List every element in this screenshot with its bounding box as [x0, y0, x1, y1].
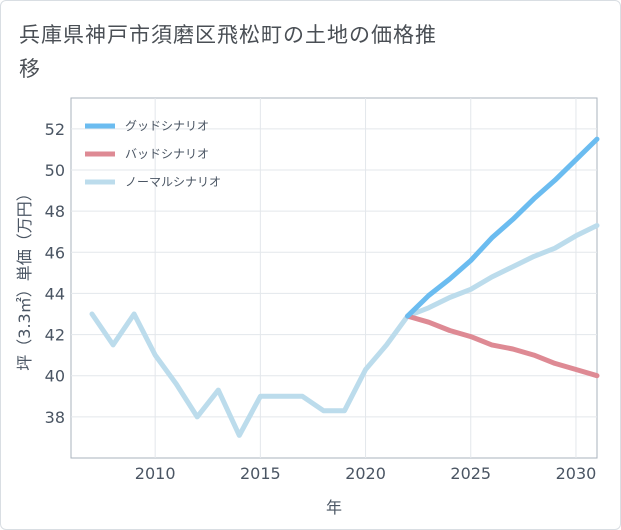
- y-tick-label: 38: [45, 408, 65, 427]
- y-tick-label: 42: [45, 326, 65, 345]
- x-tick-label: 2025: [450, 464, 491, 483]
- x-tick-label: 2010: [135, 464, 176, 483]
- y-tick-label: 48: [45, 202, 65, 221]
- y-axis-label: 坪（3.3㎡）単価（万円）: [15, 185, 34, 370]
- y-tick-label: 44: [45, 284, 65, 303]
- series-line-2: [89, 223, 600, 438]
- y-tick-label: 50: [45, 161, 65, 180]
- series-lines: [89, 136, 600, 438]
- y-tick-label: 52: [45, 120, 65, 139]
- series-line-0: [405, 136, 600, 319]
- y-tick-label: 46: [45, 243, 65, 262]
- y-tick-label: 40: [45, 367, 65, 386]
- legend-label: ノーマルシナリオ: [125, 175, 221, 189]
- legend-label: バッドシナリオ: [125, 147, 209, 161]
- x-axis-label: 年: [326, 498, 342, 517]
- plot-area: [70, 97, 598, 459]
- grid-lines: [71, 98, 597, 458]
- x-tick-label: 2020: [345, 464, 386, 483]
- legend-label: グッドシナリオ: [125, 119, 209, 133]
- series-line-1: [405, 313, 600, 379]
- x-axis-ticks: 2010 2015 2020 2025 2030: [135, 464, 597, 483]
- x-tick-label: 2015: [240, 464, 281, 483]
- y-axis-ticks: 38 40 42 44 46 48 50 52: [45, 120, 65, 427]
- x-tick-label: 2030: [556, 464, 597, 483]
- page-title: 兵庫県神戸市須磨区飛松町の土地の価格推移: [19, 23, 437, 81]
